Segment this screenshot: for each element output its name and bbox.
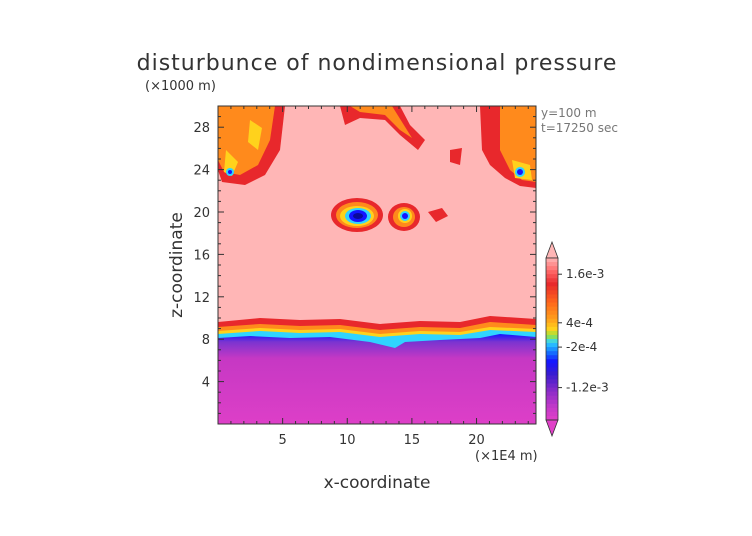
y-unit-label: (×1000 m) [145,79,216,94]
colorbar-swatch [546,266,558,271]
x-tick-label: 10 [339,433,356,448]
colorbar-swatch [546,310,558,316]
chart-title: disturbunce of nondimensional pressure [137,51,618,76]
colorbar-extend-top [545,240,559,259]
colorbar-swatch [546,290,558,295]
mid-vortex-right [388,203,420,231]
colorbar-swatch [546,334,558,340]
colorbar-swatch [546,298,558,304]
colorbar-swatch [546,403,558,409]
colorbar-swatch [546,351,558,356]
colorbar-swatch [546,322,558,328]
y-tick-label: 24 [193,164,210,179]
mid-vortex-left [331,198,383,232]
colorbar-swatch [546,411,558,417]
colorbar-swatch [546,359,558,364]
colorbar-label: 4e-4 [566,316,593,330]
colorbar-label: -1.2e-3 [566,381,609,395]
colorbar-swatch [546,274,558,279]
colorbar-swatch [546,371,558,376]
x-tick-label: 20 [468,433,485,448]
colorbar-swatch [546,270,558,275]
y-tick-label: 28 [193,121,210,136]
annotation-y: y=100 m [541,106,597,120]
y-axis-label: z-coordinate [167,212,187,318]
colorbar-swatch [546,306,558,312]
colorbar-swatch [546,387,558,393]
plot-area [218,106,536,424]
colorbar-swatch [546,407,558,413]
y-axis: 4 8 12 16 20 24 28 [193,116,536,414]
colorbar-label: -2e-4 [566,340,597,354]
x-axis: 5 10 15 20 [230,106,529,448]
x-axis-label: x-coordinate [324,473,431,493]
y-tick-label: 12 [193,291,210,306]
colorbar-swatch [546,379,558,385]
colorbar-swatch [546,278,558,283]
colorbar-swatch [546,395,558,401]
colorbar-swatch [546,391,558,397]
colorbar-swatch [546,363,558,368]
colorbar-swatch [546,339,558,344]
x-unit-label: (×1E4 m) [475,449,538,464]
y-tick-label: 16 [193,248,210,263]
colorbar-swatch [546,367,558,372]
annotation-t: t=17250 sec [541,121,618,135]
x-tick-label: 15 [404,433,421,448]
y-tick-label: 8 [202,333,210,348]
y-tick-label: 20 [193,206,210,221]
colorbar-swatch [546,282,558,287]
colorbar-swatch [546,302,558,308]
colorbar-label: 1.6e-3 [566,267,604,281]
colorbar-frame [545,257,559,421]
x-tick-label: 5 [278,433,286,448]
colorbar-swatch [546,258,558,263]
colorbar-swatch [546,318,558,324]
colorbar-swatch [546,355,558,360]
lower-band [218,316,536,424]
colorbar-swatch [546,294,558,299]
colorbar-swatch [546,383,558,389]
colorbar-swatch [546,375,558,380]
colorbar: 1.6e-3 4e-4 -2e-4 -1.2e-3 [545,240,609,438]
colorbar-swatch [546,314,558,320]
colorbar-swatch [546,330,558,336]
colorbar-extend-bottom [545,419,559,438]
colorbar-swatch [546,415,558,421]
colorbar-swatch [546,399,558,405]
y-tick-label: 4 [202,376,210,391]
colorbar-swatch [546,347,558,352]
colorbar-swatch [546,286,558,291]
colorbar-swatch [546,343,558,348]
colorbar-swatch [546,326,558,332]
colorbar-swatch [546,262,558,267]
